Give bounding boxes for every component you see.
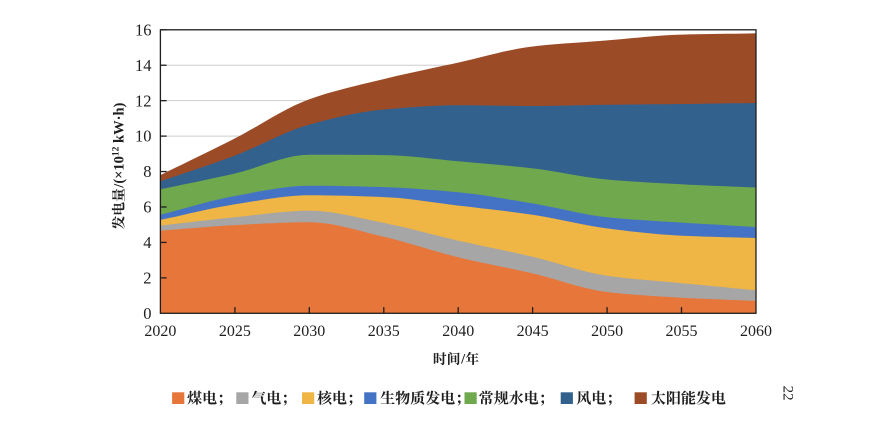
svg-text:16: 16: [135, 20, 152, 39]
svg-text:2040: 2040: [442, 323, 474, 340]
svg-text:2060: 2060: [740, 323, 772, 340]
svg-text:2025: 2025: [219, 323, 251, 340]
svg-text:0: 0: [143, 304, 151, 323]
svg-text:8: 8: [143, 162, 151, 181]
svg-text:2050: 2050: [591, 323, 623, 340]
svg-text:2045: 2045: [517, 323, 549, 340]
svg-text:/: /: [460, 352, 466, 368]
svg-text:2055: 2055: [666, 323, 698, 340]
svg-text:2: 2: [143, 269, 151, 288]
svg-text:22: 22: [779, 386, 795, 401]
svg-text:12: 12: [135, 91, 152, 110]
svg-text:2020: 2020: [144, 323, 176, 340]
svg-text:14: 14: [135, 56, 152, 75]
svg-text:/(×1012 kW·h): /(×1012 kW·h): [111, 102, 127, 188]
svg-text:2030: 2030: [293, 323, 325, 340]
svg-text:6: 6: [143, 198, 151, 217]
svg-text:10: 10: [135, 127, 152, 146]
svg-text:4: 4: [143, 233, 151, 252]
svg-text:2035: 2035: [368, 323, 400, 340]
